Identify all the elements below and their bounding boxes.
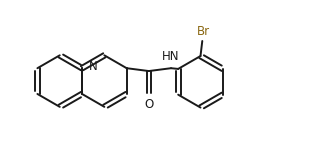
Text: Br: Br [197,25,210,38]
Text: N: N [89,60,97,73]
Text: O: O [144,97,153,111]
Text: HN: HN [162,50,179,63]
